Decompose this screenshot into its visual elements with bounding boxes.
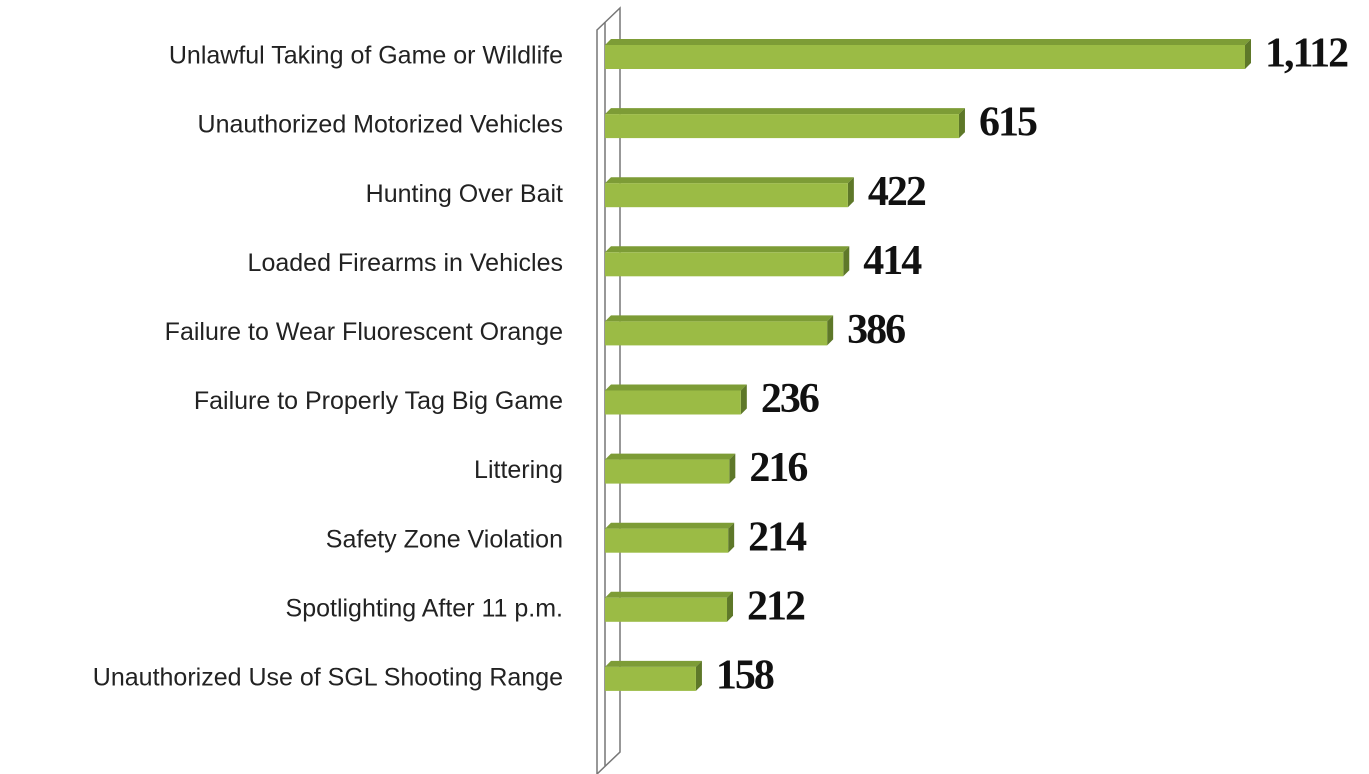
bar-top xyxy=(605,453,736,460)
value-label: 158 xyxy=(716,653,774,699)
axis-wall xyxy=(596,6,621,774)
value-label: 214 xyxy=(748,514,807,560)
bar-side xyxy=(958,108,965,139)
bar-side xyxy=(827,315,834,346)
bar xyxy=(605,45,1245,69)
bar-side xyxy=(729,453,736,484)
value-label: 236 xyxy=(761,376,819,422)
bar xyxy=(605,390,741,415)
bar xyxy=(605,252,844,277)
bar-top xyxy=(605,591,734,598)
bar-top xyxy=(605,660,702,667)
bar-side xyxy=(847,177,854,208)
category-label: Hunting Over Bait xyxy=(366,180,563,208)
value-label: 216 xyxy=(749,445,807,491)
bar-top xyxy=(605,384,747,391)
bar xyxy=(605,597,728,622)
value-label: 386 xyxy=(847,307,905,353)
bar xyxy=(605,528,729,553)
bar-side xyxy=(740,384,747,415)
category-label: Loaded Firearms in Vehicles xyxy=(248,249,563,277)
bar-side xyxy=(695,660,702,691)
category-label: Failure to Wear Fluorescent Orange xyxy=(165,318,563,346)
bar-top xyxy=(605,522,735,529)
value-label: 414 xyxy=(863,238,922,284)
bar-side xyxy=(727,591,734,622)
bar xyxy=(605,321,828,346)
value-label: 422 xyxy=(868,169,926,215)
bar xyxy=(605,183,848,208)
category-label: Unlawful Taking of Game or Wildlife xyxy=(169,42,563,70)
value-label: 212 xyxy=(747,583,805,629)
bar-side xyxy=(728,522,735,553)
category-label: Unauthorized Use of SGL Shooting Range xyxy=(93,664,563,692)
bar-top xyxy=(605,108,965,115)
category-label: Safety Zone Violation xyxy=(326,525,563,553)
bar-top xyxy=(605,315,834,322)
value-label: 1,112 xyxy=(1265,31,1348,77)
category-label: Unauthorized Motorized Vehicles xyxy=(198,111,563,139)
bar-top xyxy=(605,177,854,184)
value-label: 615 xyxy=(979,100,1037,146)
bar xyxy=(605,666,696,691)
bar-top xyxy=(605,39,1251,45)
bar xyxy=(605,459,730,484)
category-label: Failure to Properly Tag Big Game xyxy=(194,387,563,415)
bar-side xyxy=(1245,39,1251,69)
bar-top xyxy=(605,246,850,253)
category-label: Littering xyxy=(474,456,563,484)
category-label: Spotlighting After 11 p.m. xyxy=(286,594,563,622)
bar-side xyxy=(843,246,850,277)
bar xyxy=(605,114,959,139)
